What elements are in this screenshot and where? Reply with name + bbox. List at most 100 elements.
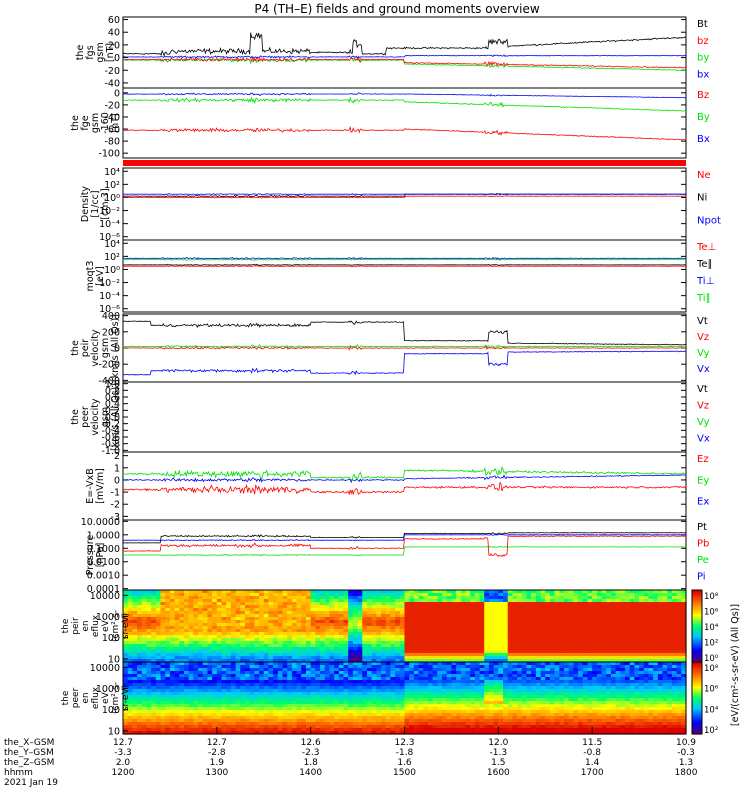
spec-cell	[282, 728, 288, 732]
spec-cell	[643, 623, 650, 627]
spec-cell	[423, 698, 429, 702]
spec-cell	[296, 635, 302, 639]
spec-cell	[202, 653, 209, 657]
spec-cell	[146, 671, 152, 675]
spec-cell	[296, 701, 302, 705]
spec-cell	[573, 659, 579, 663]
spec-cell	[395, 626, 401, 630]
spec-cell	[127, 668, 133, 672]
spec-cell	[198, 614, 204, 618]
spec-cell	[488, 602, 495, 606]
spec-cell	[179, 680, 185, 684]
spec-cell	[465, 644, 471, 648]
spec-cell	[371, 653, 377, 657]
spec-cell	[183, 593, 190, 597]
spec-cell	[381, 656, 387, 660]
spec-cell	[226, 632, 232, 636]
spec-cell	[151, 674, 157, 678]
spec-cell	[146, 653, 152, 657]
spec-cell	[446, 632, 453, 636]
spec-cell	[371, 731, 377, 735]
spec-cell	[521, 590, 528, 594]
spec-cell	[334, 635, 340, 639]
spec-cell	[488, 593, 495, 597]
spec-cell	[507, 623, 514, 627]
legend-Ti∥: Ti∥	[696, 293, 711, 304]
spec-cell	[268, 611, 274, 615]
spec-cell	[343, 686, 349, 690]
spec-cell	[385, 653, 392, 657]
spec-cell	[343, 659, 349, 663]
spec-cell	[625, 605, 631, 609]
spec-cell	[399, 695, 406, 699]
spec-cell	[409, 623, 415, 627]
spec-cell	[427, 662, 434, 666]
spec-cell	[465, 695, 471, 699]
spec-cell	[235, 617, 241, 621]
spec-cell	[216, 650, 223, 654]
spec-cell	[559, 638, 565, 642]
spec-cell	[334, 725, 340, 729]
y-tick-label: -20	[104, 100, 120, 111]
spec-cell	[470, 632, 476, 636]
spec-cell	[230, 647, 237, 651]
spec-cell	[484, 611, 490, 615]
spec-cell	[230, 635, 237, 639]
spec-cell	[305, 632, 312, 636]
spec-cell	[409, 653, 415, 657]
spec-cell	[390, 602, 396, 606]
spec-cell	[216, 698, 223, 702]
spec-cell	[474, 638, 481, 642]
spec-cell	[409, 716, 415, 720]
spec-cell	[592, 593, 598, 597]
spec-cell	[282, 689, 288, 693]
spec-cell	[291, 596, 298, 600]
spec-cell	[183, 725, 190, 729]
spec-cell	[625, 638, 631, 642]
spec-cell	[137, 602, 143, 606]
spec-cell	[155, 623, 162, 627]
spec-cell	[460, 668, 467, 672]
spec-cell	[305, 650, 312, 654]
spec-cell	[188, 590, 194, 594]
spec-cell	[310, 626, 316, 630]
spec-cell	[662, 611, 668, 615]
spec-cell	[155, 608, 162, 612]
y-tick-label: -100	[98, 149, 120, 160]
spec-cell	[221, 662, 227, 666]
spec-cell	[165, 716, 171, 720]
spec-cell	[291, 635, 298, 639]
spec-cell	[667, 602, 673, 606]
legend-Bt: Bt	[697, 19, 708, 30]
spec-cell	[484, 638, 490, 642]
spec-cell	[657, 605, 664, 609]
spec-cell	[409, 608, 415, 612]
spec-cell	[526, 614, 532, 618]
spec-cell	[653, 632, 659, 636]
spec-cell	[559, 659, 565, 663]
spec-cell	[479, 716, 485, 720]
spec-cell	[334, 644, 340, 648]
spec-cell	[160, 728, 166, 732]
spec-cell	[324, 617, 331, 621]
spec-cell	[639, 614, 645, 618]
spec-cell	[474, 674, 481, 678]
spec-cell	[338, 677, 345, 681]
spec-cell	[183, 629, 190, 633]
spec-cell	[282, 623, 288, 627]
spec-cell	[582, 647, 589, 651]
spec-cell	[451, 677, 457, 681]
spec-cell	[610, 659, 617, 663]
spec-cell	[343, 632, 349, 636]
spec-cell	[545, 623, 551, 627]
spec-cell	[291, 590, 298, 594]
spec-cell	[357, 662, 363, 666]
spec-cell	[352, 701, 359, 705]
spec-cell	[212, 656, 218, 660]
spec-cell	[259, 647, 265, 651]
spec-cell	[456, 641, 462, 645]
spec-cell	[568, 650, 574, 654]
spec-cell	[310, 623, 316, 627]
spec-cell	[564, 641, 570, 645]
spec-cell	[357, 623, 363, 627]
